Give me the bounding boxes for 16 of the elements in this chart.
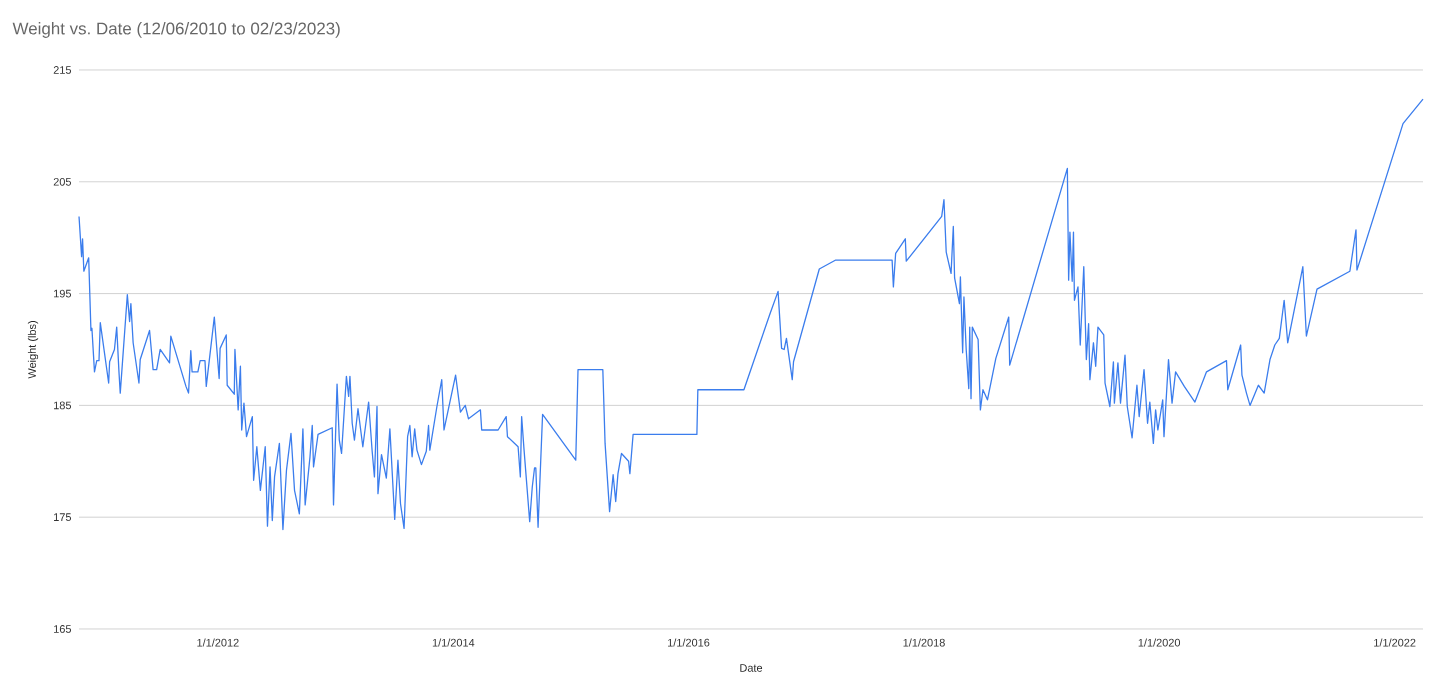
y-tick-label: 195	[54, 289, 72, 298]
x-tick-label: 1/1/2012	[197, 638, 239, 647]
line-series	[78, 98, 1424, 531]
x-tick-label: 1/1/2016	[668, 638, 710, 647]
x-tick-label: 1/1/2022	[1374, 638, 1416, 647]
chart-title: Weight vs. Date (12/06/2010 to 02/23/2023)	[12, 22, 340, 38]
y-tick-label: 175	[54, 513, 72, 522]
y-tick-label: 165	[54, 625, 72, 633]
x-tick-label: 1/1/2020	[1138, 638, 1181, 647]
y-tick-label: 205	[53, 177, 72, 186]
x-tick-label: 1/1/2018	[903, 638, 945, 647]
y-tick-label: 185	[54, 401, 72, 410]
y-axis-title: Weight (lbs)	[27, 321, 39, 379]
y-tick-label: 215	[53, 66, 72, 74]
x-tick-label: 1/1/2014	[432, 638, 475, 647]
x-axis-title: Date	[740, 664, 763, 672]
